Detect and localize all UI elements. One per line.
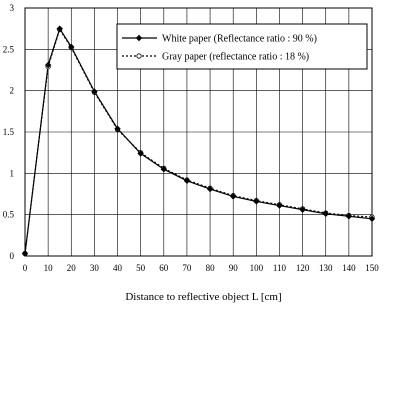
y-tick-label: 1 [10, 168, 15, 178]
y-tick-label: 1.5 [3, 127, 15, 137]
y-axis-ticks: 0 0.5 1 1.5 2 2.5 3 [3, 3, 15, 261]
y-tick-label: 0 [10, 251, 15, 261]
point-white-paper [137, 150, 144, 157]
legend-marker-white-paper [135, 34, 143, 42]
x-axis-ticks: 0 10 20 30 40 50 60 70 80 90 100 110 120 130 140 150 [23, 263, 380, 273]
x-tick-label: 60 [159, 263, 169, 273]
point-white-paper [230, 193, 237, 200]
point-white-paper [21, 250, 29, 257]
x-tick-label: 0 [23, 263, 28, 273]
y-tick-label: 2.5 [3, 44, 15, 54]
legend-label-white-paper: White paper (Reflectance ratio : 90 %) [162, 34, 317, 45]
legend-label-gray-paper: Gray paper (reflectance ratio : 18 %) [162, 52, 309, 63]
point-white-paper [322, 210, 329, 218]
x-tick-label: 90 [229, 263, 239, 273]
point-white-paper [160, 166, 167, 173]
point-white-paper [276, 202, 283, 209]
legend-marker-gray-paper [136, 53, 142, 59]
point-white-paper [253, 198, 260, 205]
point-white-paper [183, 177, 191, 184]
x-tick-label: 40 [113, 263, 123, 273]
x-tick-label: 70 [182, 263, 192, 273]
x-tick-label: 20 [67, 263, 77, 273]
x-tick-label: 140 [342, 263, 356, 273]
plot-frame [24, 7, 373, 257]
x-axis-title: Distance to reflective object L [cm] [125, 291, 281, 303]
point-white-paper [114, 125, 121, 132]
point-white-paper [44, 61, 52, 69]
series [21, 25, 376, 257]
point-white-paper [299, 206, 306, 213]
point-white-paper [68, 43, 75, 51]
x-tick-label: 120 [296, 263, 310, 273]
y-tick-label: 2 [10, 86, 15, 96]
point-white-paper [368, 215, 376, 222]
y-tick-label: 3 [10, 3, 15, 13]
x-tick-label: 100 [250, 263, 264, 273]
x-tick-label: 130 [319, 263, 333, 273]
point-white-paper [345, 213, 353, 220]
y-tick-label: 0.5 [3, 210, 15, 220]
x-tick-label: 80 [206, 263, 216, 273]
x-tick-label: 110 [273, 263, 287, 273]
legend-box [116, 23, 368, 70]
x-tick-label: 10 [44, 263, 54, 273]
point-white-paper [91, 88, 98, 95]
point-white-paper [206, 185, 214, 193]
x-tick-label: 150 [365, 263, 379, 273]
point-white-paper [56, 25, 63, 32]
x-tick-label: 30 [90, 263, 100, 273]
x-tick-label: 50 [136, 263, 146, 273]
legend: White paper (Reflectance ratio : 90 %) G… [116, 23, 368, 70]
